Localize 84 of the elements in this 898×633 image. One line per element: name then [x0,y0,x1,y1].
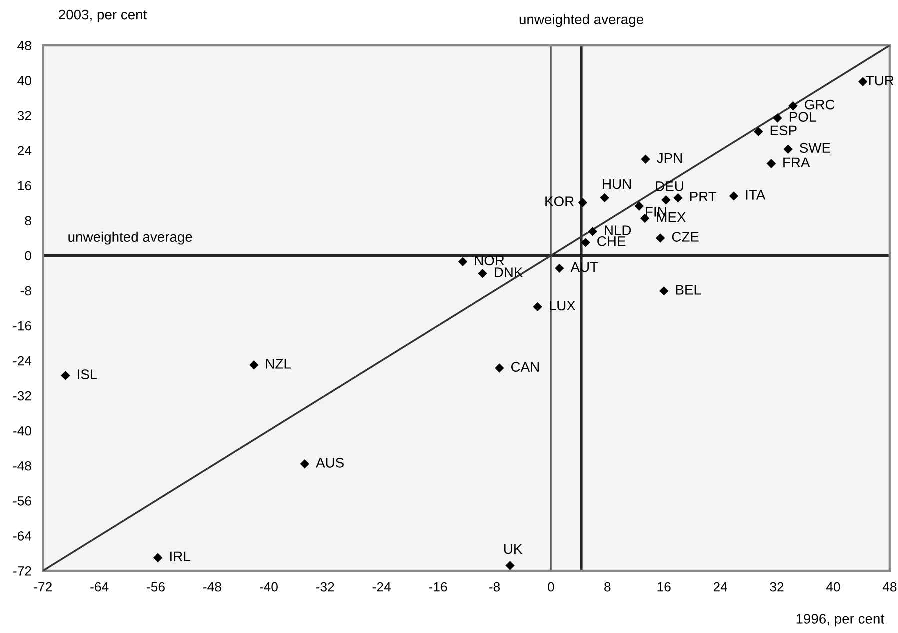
y-tick-label: 8 [25,216,32,226]
point [249,360,259,370]
annotation: NOR [475,256,504,266]
annotation: GRC [805,100,835,110]
y-tick-label: -32 [14,391,32,401]
y-tick-label: 48 [18,41,32,50]
x-tick-label: -48 [204,582,222,592]
annotation: BEL [676,285,702,295]
point [61,371,70,380]
point [533,302,542,312]
annotation: ESP [770,126,797,136]
x-tick-label: 48 [882,582,897,592]
x-tick-label: -72 [34,582,52,592]
point [662,196,671,205]
y-tick-label: -8 [20,286,32,296]
point [656,234,666,243]
x-tick-label: 32 [770,582,784,592]
annotation: ITA [746,190,766,200]
x-tick-label: -32 [316,582,334,592]
annotation: JPN [657,153,682,164]
y-tick-label: 40 [18,76,32,86]
annotation: PRT [690,192,717,202]
x-tick-label: 24 [714,582,728,592]
y-tick-label: 24 [18,146,32,156]
annotation: NZL [266,359,291,369]
point [588,227,598,236]
point [154,553,163,562]
point [766,159,776,168]
point [581,238,590,248]
y-tick-label: -40 [14,426,32,436]
y-tick-label: -48 [14,461,32,471]
point [300,460,310,469]
x-tick-label: -8 [489,582,500,592]
point [788,101,798,111]
point [659,286,669,296]
x-tick-label: -56 [147,582,165,592]
annotation: CAN [511,362,539,372]
point [578,198,588,208]
point [729,192,739,201]
x-tick-label: -24 [372,582,391,592]
x-tick-label: 16 [658,582,671,592]
annotation: ISL [78,370,98,380]
annotation: SWE [800,143,830,154]
y-tick-label: 32 [18,111,32,121]
annotation: FRA [784,158,810,168]
point [773,114,782,123]
y-tick-label: 0 [25,251,32,261]
point [674,193,683,203]
annotation: TUR [866,76,894,86]
point [458,257,468,266]
x-tick-label: 0 [548,582,554,592]
point [784,144,793,154]
y-tick-label: -56 [14,496,32,506]
point [641,154,650,164]
x-tick-label: -64 [90,582,109,592]
annotation: CHE [598,236,626,246]
y-tick-label: 16 [18,181,32,191]
x-tick-label: -16 [429,582,448,592]
y-tick-label: -64 [14,532,32,541]
ref-line-label: unweighted average [520,14,644,28]
x-tick-label: 40 [826,582,840,592]
point [478,269,488,278]
annotation: NLD [605,226,632,236]
annotation: UK [504,544,523,554]
ref-line-label: unweighted average [68,232,192,245]
point [754,127,764,136]
x-tick-label: 8 [604,582,611,592]
x-tick-label: -40 [260,582,278,592]
point [555,264,564,274]
y-axis-title: 2003, per cent [59,10,148,22]
annotation: AUS [316,458,344,468]
y-tick-label: -16 [14,321,32,331]
point [506,561,515,570]
annotation: HUN [603,179,632,190]
annotation: IRL [170,552,190,562]
point [634,202,644,211]
x-axis-title: 1996, per cent [796,614,884,627]
y-tick-label: -24 [14,356,32,366]
annotation: POL [790,112,816,122]
annotation: CZE [672,232,699,242]
annotation: DNK [494,268,524,278]
point [600,193,610,203]
point [495,364,504,373]
y-tick-label: -72 [14,566,32,576]
